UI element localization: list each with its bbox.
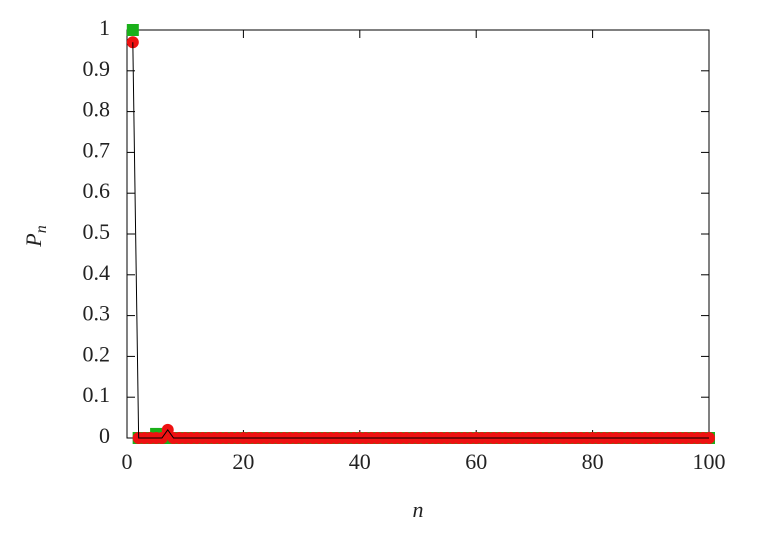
- y-axis-label-sub: n: [33, 225, 50, 233]
- y-tick-label: 0.2: [83, 341, 111, 366]
- y-axis-label: Pn: [21, 225, 50, 247]
- y-tick-label: 0.8: [83, 97, 111, 122]
- x-tick-label: 20: [232, 449, 254, 474]
- x-tick-label: 80: [582, 449, 604, 474]
- y-tick-label: 0.6: [83, 178, 111, 203]
- y-tick-label: 0.9: [83, 56, 111, 81]
- x-tick-label: 100: [693, 449, 726, 474]
- y-tick-label: 0.7: [83, 137, 111, 162]
- x-tick-label: 40: [349, 449, 371, 474]
- y-tick-label: 0.3: [83, 301, 111, 326]
- x-axis-label: n: [413, 497, 424, 522]
- x-tick-label: 0: [122, 449, 133, 474]
- plot-frame: [126, 29, 710, 439]
- y-tick-label: 1: [99, 15, 110, 40]
- y-axis-label-main: P: [21, 233, 46, 247]
- y-tick-label: 0.4: [83, 260, 111, 285]
- square-marker: [126, 24, 139, 36]
- y-tick-label: 0.5: [83, 219, 111, 244]
- x-tick-label: 60: [465, 449, 487, 474]
- y-tick-label: 0.1: [83, 382, 111, 407]
- y-tick-label: 0: [99, 423, 110, 448]
- series-line: [132, 42, 709, 439]
